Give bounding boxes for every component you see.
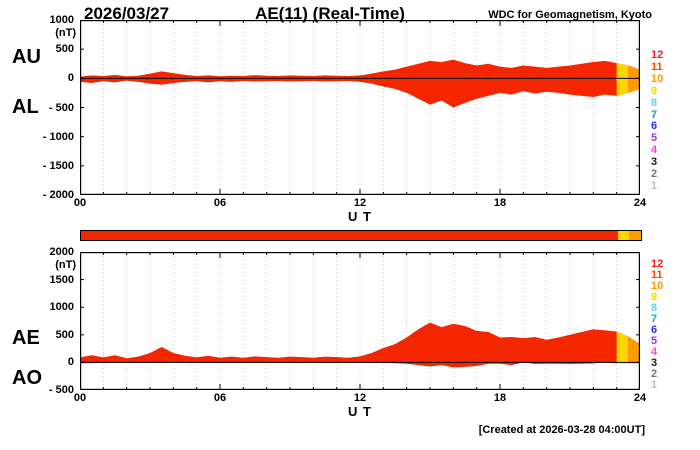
date-label: 2026/03/27 xyxy=(84,4,170,23)
station-count-3: 3 xyxy=(651,357,658,369)
axis-label-ae: AE xyxy=(12,327,40,349)
x-tick-label: 00 xyxy=(73,197,87,209)
station-count-6: 6 xyxy=(651,120,658,133)
station-count-scale-bottom: 12 11 10 9 8 7 6 5 4 3 2 1 xyxy=(651,258,664,391)
station-count-12: 12 xyxy=(651,49,664,61)
y-axis-labels-bottom: 2000 1500 1000 500 0 - 500 xyxy=(18,246,76,396)
y-tick-label: 1000 xyxy=(49,301,74,314)
station-count-5: 5 xyxy=(651,132,658,145)
station-count-1: 1 xyxy=(651,379,658,391)
station-count-11: 11 xyxy=(651,269,663,281)
station-count-8: 8 xyxy=(651,302,658,314)
y-tick-label: 0 xyxy=(67,72,74,85)
y-tick-label: - 1000 xyxy=(42,130,74,143)
y-tick-label: 2000 xyxy=(49,246,74,258)
x-axis-labels-bottom: 00 06 12 18 24 xyxy=(74,392,646,405)
station-count-11: 11 xyxy=(651,60,663,73)
station-count-2: 2 xyxy=(651,168,658,181)
y-tick-label: - 1500 xyxy=(42,159,74,172)
y-tick-label: - 2000 xyxy=(42,189,74,201)
x-tick-label: 12 xyxy=(353,392,367,404)
x-tick-label: 06 xyxy=(213,392,227,404)
y-tick-label: - 500 xyxy=(48,384,74,396)
availability-segment xyxy=(81,231,618,240)
axis-label-al: AL xyxy=(12,96,39,118)
station-count-9: 9 xyxy=(651,84,658,97)
x-tick-label: 00 xyxy=(73,392,87,404)
station-count-6: 6 xyxy=(651,324,658,336)
x-tick-label: 18 xyxy=(493,197,507,209)
station-count-8: 8 xyxy=(651,96,658,109)
page-title: AE(11) (Real-Time) xyxy=(255,4,405,23)
ae-ao-chart xyxy=(80,252,640,390)
y-tick-label: 1500 xyxy=(49,273,74,286)
station-count-3: 3 xyxy=(651,156,658,169)
ut-label-bottom: U T xyxy=(348,404,372,419)
station-count-10: 10 xyxy=(651,72,664,85)
station-count-4: 4 xyxy=(651,346,658,358)
axis-label-au: AU xyxy=(12,46,41,68)
x-tick-label: 24 xyxy=(633,197,647,209)
y-tick-label: 500 xyxy=(55,43,74,56)
x-tick-label: 06 xyxy=(213,197,227,209)
station-count-9: 9 xyxy=(651,291,658,303)
ut-label-top: U T xyxy=(348,209,372,224)
station-count-4: 4 xyxy=(651,144,658,157)
y-tick-label: - 500 xyxy=(48,101,74,114)
station-count-5: 5 xyxy=(651,335,658,347)
unit-label-bottom: (nT) xyxy=(55,259,76,271)
created-timestamp: [Created at 2026-03-28 04:00UT] xyxy=(478,424,645,436)
y-axis-labels-top: 1000 500 0 - 500 - 1000 - 1500 - 2000 xyxy=(18,14,76,201)
source-label: WDC for Geomagnetism, Kyoto xyxy=(488,9,652,21)
station-count-12: 12 xyxy=(651,258,664,270)
x-tick-label: 24 xyxy=(633,392,647,404)
station-count-10: 10 xyxy=(651,280,664,292)
station-count-7: 7 xyxy=(651,313,658,325)
station-availability-bar xyxy=(80,230,642,241)
station-count-1: 1 xyxy=(651,179,658,192)
y-tick-label: 0 xyxy=(67,356,74,369)
availability-segment xyxy=(617,231,630,240)
station-count-2: 2 xyxy=(651,368,658,380)
x-axis-labels-top: 00 06 12 18 24 xyxy=(74,197,646,210)
au-al-chart xyxy=(80,20,640,195)
axis-label-ao: AO xyxy=(12,367,42,389)
station-count-scale-top: 12 11 10 9 8 7 6 5 4 3 2 1 xyxy=(651,50,663,192)
y-tick-label: 1000 xyxy=(49,14,74,26)
station-count-7: 7 xyxy=(651,108,658,121)
availability-segment xyxy=(629,231,641,240)
y-tick-label: 500 xyxy=(55,328,74,341)
unit-label-top: (nT) xyxy=(55,27,76,39)
x-tick-label: 12 xyxy=(353,197,367,209)
x-tick-label: 18 xyxy=(493,392,507,404)
